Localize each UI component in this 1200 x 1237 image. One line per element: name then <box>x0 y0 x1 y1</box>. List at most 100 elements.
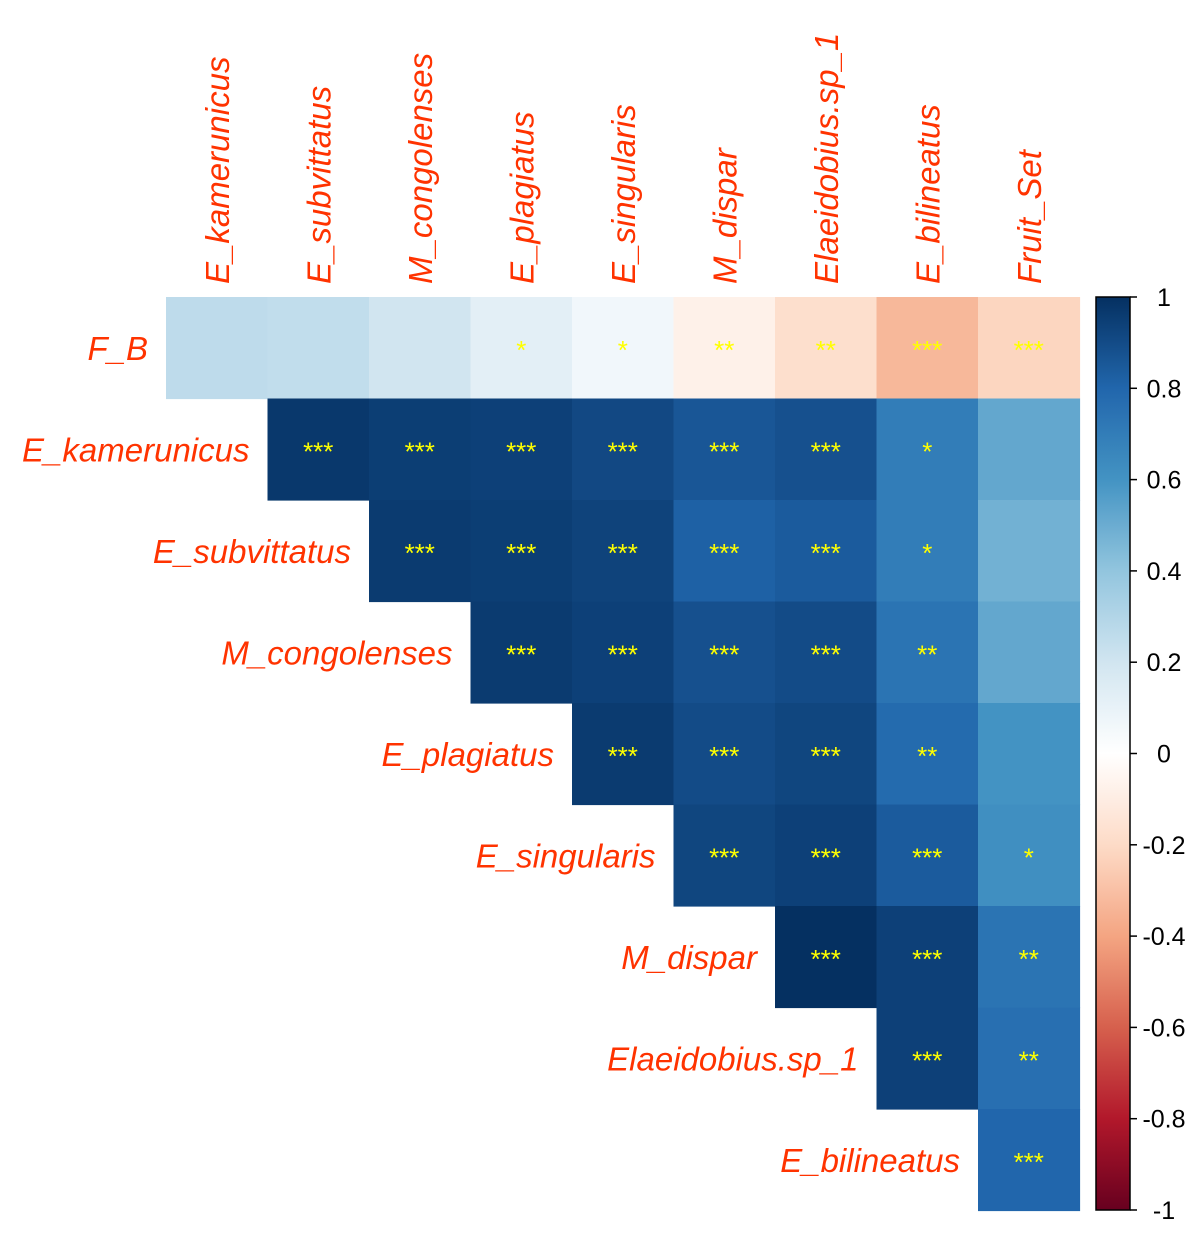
heatmap-cell <box>775 906 878 1009</box>
significance-star: ** <box>1019 944 1039 974</box>
significance-star: *** <box>811 639 841 669</box>
heatmap-cell <box>572 500 675 603</box>
significance-star: *** <box>303 436 333 466</box>
significance-star: *** <box>811 842 841 872</box>
heatmap-cell <box>876 398 979 501</box>
column-label: E_plagiatus <box>503 112 540 284</box>
row-label: Elaeidobius.sp_1 <box>607 1040 858 1077</box>
colorbar-tick-label: 0.4 <box>1147 558 1182 586</box>
significance-star: *** <box>912 944 942 974</box>
heatmap-cell <box>978 398 1081 501</box>
colorbar-tick-label: 0.2 <box>1147 649 1182 677</box>
heatmap-cell <box>775 703 878 806</box>
heatmap-cell <box>673 804 776 907</box>
colorbar-tick-label: 0.6 <box>1147 467 1182 495</box>
significance-star: ** <box>917 741 937 771</box>
significance-star: *** <box>811 436 841 466</box>
significance-star: *** <box>709 741 739 771</box>
heatmap-cell <box>369 297 472 400</box>
heatmap-cell <box>673 703 776 806</box>
significance-star: * <box>922 538 932 568</box>
significance-stars: * * ** ** *** ****** *** *** *** *** *** **** *** ***… <box>303 335 1044 1177</box>
significance-star: *** <box>1014 335 1044 365</box>
significance-star: * <box>516 335 526 365</box>
significance-star: ** <box>1019 1045 1039 1075</box>
heatmap-cell <box>978 601 1081 704</box>
heatmap-cell <box>572 703 675 806</box>
heatmap-cell <box>470 297 573 400</box>
row-label: M_dispar <box>621 939 759 976</box>
significance-star: *** <box>405 538 435 568</box>
significance-star: *** <box>912 1045 942 1075</box>
colorbar: 1 0.8 0.6 0.4 0.2 0 -0.2 -0.4 -0.6 -0.8 -1 <box>1095 284 1186 1225</box>
significance-star: *** <box>709 538 739 568</box>
heatmap-cell <box>166 297 269 400</box>
row-labels: F_B E_kamerunicus E_subvittatus M_congolens… <box>22 330 960 1179</box>
colorbar-tick-label: -0.6 <box>1142 1014 1185 1042</box>
heatmap-cell <box>978 804 1081 907</box>
significance-star: *** <box>709 639 739 669</box>
heatmap-cell <box>876 906 979 1009</box>
column-label: Fruit_Set <box>1011 148 1048 284</box>
significance-star: *** <box>709 842 739 872</box>
heatmap-cell <box>876 297 979 400</box>
colorbar-tick-label: 0.8 <box>1147 375 1182 403</box>
significance-star: *** <box>608 538 638 568</box>
heatmap-cell <box>978 906 1081 1009</box>
heatmap-cell <box>470 500 573 603</box>
heatmap-cell <box>369 500 472 603</box>
significance-star: ** <box>816 335 836 365</box>
heatmap-cells <box>166 297 1081 1212</box>
heatmap-cell <box>267 297 370 400</box>
heatmap-cell <box>978 1007 1081 1110</box>
column-labels: E_kamerunicus E_subvittatus M_congolenses E… <box>199 33 1048 284</box>
colorbar-tick-label: 1 <box>1157 284 1171 312</box>
column-label: E_kamerunicus <box>199 57 236 284</box>
heatmap-cell <box>267 398 370 501</box>
heatmap-cell <box>470 398 573 501</box>
column-label: E_singularis <box>605 104 642 284</box>
significance-star: *** <box>506 436 536 466</box>
significance-star: *** <box>709 436 739 466</box>
column-label: E_subvittatus <box>300 86 337 284</box>
significance-star: *** <box>506 538 536 568</box>
heatmap-cell <box>775 398 878 501</box>
heatmap-cell <box>775 297 878 400</box>
heatmap-cell <box>572 297 675 400</box>
row-label: E_singularis <box>476 837 656 874</box>
colorbar-tick-label: -0.8 <box>1142 1106 1185 1134</box>
significance-star: *** <box>811 538 841 568</box>
heatmap-cell <box>673 601 776 704</box>
row-label: E_kamerunicus <box>22 431 249 468</box>
heatmap-cell <box>775 500 878 603</box>
column-label: M_congolenses <box>402 53 439 284</box>
heatmap-cell <box>572 601 675 704</box>
row-label: E_subvittatus <box>153 533 351 570</box>
colorbar-tick-label: 0 <box>1157 741 1171 769</box>
column-label: Elaeidobius.sp_1 <box>808 33 845 284</box>
heatmap-cell <box>978 703 1081 806</box>
significance-star: *** <box>912 335 942 365</box>
significance-star: * <box>922 436 932 466</box>
colorbar-gradient <box>1095 296 1131 1211</box>
heatmap-cell <box>876 703 979 806</box>
heatmap-cell <box>572 398 675 501</box>
row-label: M_congolenses <box>221 634 452 671</box>
significance-star: *** <box>811 944 841 974</box>
heatmap-cell <box>673 398 776 501</box>
significance-star: ** <box>917 639 937 669</box>
heatmap-cell <box>775 601 878 704</box>
row-label: E_bilineatus <box>780 1142 960 1179</box>
significance-star: * <box>618 335 628 365</box>
heatmap-cell <box>876 804 979 907</box>
significance-star: *** <box>506 639 536 669</box>
significance-star: ** <box>714 335 734 365</box>
heatmap-cell <box>673 500 776 603</box>
colorbar-tick-label: -0.4 <box>1142 923 1185 951</box>
significance-star: *** <box>608 436 638 466</box>
significance-star: *** <box>405 436 435 466</box>
significance-star: *** <box>608 741 638 771</box>
column-label: M_dispar <box>706 146 743 284</box>
row-label: F_B <box>87 330 148 367</box>
